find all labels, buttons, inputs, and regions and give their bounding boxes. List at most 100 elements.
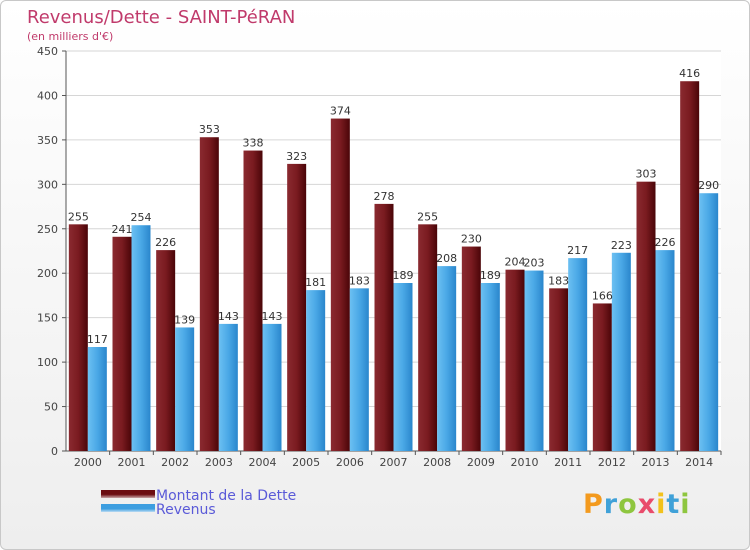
revenus-label-2011: 217 xyxy=(567,244,588,257)
debt-bar-2013 xyxy=(636,181,656,451)
x-tick-label: 2009 xyxy=(467,456,495,469)
revenus-bar-2014 xyxy=(699,193,719,451)
legend-swatch-debt xyxy=(101,490,155,498)
x-tick-label: 2012 xyxy=(598,456,626,469)
logo-letter: r xyxy=(603,489,619,520)
debt-bar-2000 xyxy=(68,224,88,451)
revenus-label-2010: 203 xyxy=(524,257,545,270)
revenus-bar-2007 xyxy=(393,283,413,451)
x-tick-label: 2004 xyxy=(249,456,277,469)
y-tick-label: 350 xyxy=(37,134,58,147)
y-tick-label: 200 xyxy=(37,267,58,280)
debt-bar-2009 xyxy=(461,246,481,451)
revenus-bar-2010 xyxy=(524,270,544,451)
y-tick-label: 0 xyxy=(51,445,58,458)
x-tick-label: 2003 xyxy=(205,456,233,469)
revenus-bar-2005 xyxy=(306,290,326,451)
debt-bar-2007 xyxy=(374,203,394,451)
debt-label-2008: 255 xyxy=(417,210,438,223)
revenus-bar-2013 xyxy=(655,250,675,451)
debt-bar-2011 xyxy=(549,288,569,451)
revenus-label-2013: 226 xyxy=(655,236,676,249)
x-tick-label: 2006 xyxy=(336,456,364,469)
legend-swatch-revenus xyxy=(101,504,155,512)
debt-label-2013: 303 xyxy=(636,168,657,181)
chart-title: Revenus/Dette - SAINT-PéRAN xyxy=(27,7,296,28)
debt-label-2011: 183 xyxy=(548,274,569,287)
revenus-bar-2008 xyxy=(437,266,457,451)
revenus-bar-2006 xyxy=(349,288,369,451)
logo-letter: x xyxy=(637,489,657,520)
logo-letter: i xyxy=(680,489,691,520)
debt-label-2009: 230 xyxy=(461,233,482,246)
debt-bar-2003 xyxy=(199,137,219,451)
x-tick-label: 2014 xyxy=(685,456,713,469)
y-tick-label: 100 xyxy=(37,356,58,369)
x-tick-label: 2001 xyxy=(118,456,146,469)
debt-label-2003: 353 xyxy=(199,123,220,136)
revenus-label-2004: 143 xyxy=(262,310,283,323)
logo-letter: P xyxy=(583,489,604,520)
debt-label-2004: 338 xyxy=(243,137,264,150)
chart-subtitle: (en milliers d'€) xyxy=(27,30,114,43)
revenus-label-2009: 189 xyxy=(480,269,501,282)
debt-bar-2004 xyxy=(243,150,263,452)
debt-label-2010: 204 xyxy=(505,256,526,269)
axes: 0 50 100 150 200 250 300 350 400 450 2000 2001 2002 2… xyxy=(37,45,722,469)
y-tick-label: 50 xyxy=(44,401,58,414)
debt-label-2000: 255 xyxy=(68,210,89,223)
revenus-bar-2004 xyxy=(262,323,282,451)
revenus-bar-2011 xyxy=(568,258,588,451)
debt-bar-2014 xyxy=(680,81,700,451)
debt-bar-2001 xyxy=(112,236,132,451)
debt-label-2012: 166 xyxy=(592,289,613,302)
x-tick-label: 2005 xyxy=(292,456,320,469)
debt-bar-2006 xyxy=(330,118,350,452)
revenus-bar-2000 xyxy=(87,347,107,451)
x-tick-label: 2010 xyxy=(511,456,539,469)
debt-label-2001: 241 xyxy=(112,223,133,236)
x-tick-label: 2000 xyxy=(74,456,102,469)
x-tick-label: 2008 xyxy=(423,456,451,469)
x-tick-label: 2002 xyxy=(161,456,189,469)
y-tick-label: 250 xyxy=(37,223,58,236)
y-tick-label: 450 xyxy=(37,45,58,58)
revenus-label-2001: 254 xyxy=(131,211,152,224)
debt-bar-2010 xyxy=(505,269,525,451)
revenus-bar-2012 xyxy=(611,252,631,451)
logo-letter: t xyxy=(666,489,681,520)
x-tick-label: 2007 xyxy=(380,456,408,469)
debt-label-2014: 416 xyxy=(679,67,700,80)
x-tick-label: 2013 xyxy=(642,456,670,469)
logo-letter: i xyxy=(656,489,667,520)
revenus-label-2008: 208 xyxy=(436,252,457,265)
debt-bar-2002 xyxy=(156,250,176,451)
revenus-label-2006: 183 xyxy=(349,274,370,287)
revenus-label-2003: 143 xyxy=(218,310,239,323)
y-tick-label: 300 xyxy=(37,178,58,191)
revenus-label-2000: 117 xyxy=(87,333,108,346)
proxiti-logo: Proxiti xyxy=(583,489,691,520)
y-tick-label: 400 xyxy=(37,89,58,102)
revenus-label-2012: 223 xyxy=(611,239,632,252)
revenus-bar-2001 xyxy=(131,225,151,451)
revenus-label-2007: 189 xyxy=(393,269,414,282)
revenus-label-2002: 139 xyxy=(174,313,195,326)
revenus-bar-2002 xyxy=(175,327,195,451)
debt-label-2006: 374 xyxy=(330,105,351,118)
bars xyxy=(68,81,719,452)
debt-label-2007: 278 xyxy=(374,190,395,203)
revenus-bar-2009 xyxy=(480,283,500,451)
debt-bar-2008 xyxy=(418,224,438,451)
legend-label-debt: Montant de la Dette xyxy=(156,488,297,504)
logo-letter: o xyxy=(618,489,638,520)
revenus-label-2014: 290 xyxy=(698,179,719,192)
x-tick-label: 2011 xyxy=(554,456,582,469)
debt-label-2005: 323 xyxy=(286,150,307,163)
debt-label-2002: 226 xyxy=(155,236,176,249)
data-labels: 2551172412542261393531433381433231813741… xyxy=(68,67,719,346)
y-tick-label: 150 xyxy=(37,312,58,325)
debt-bar-2005 xyxy=(287,163,307,451)
